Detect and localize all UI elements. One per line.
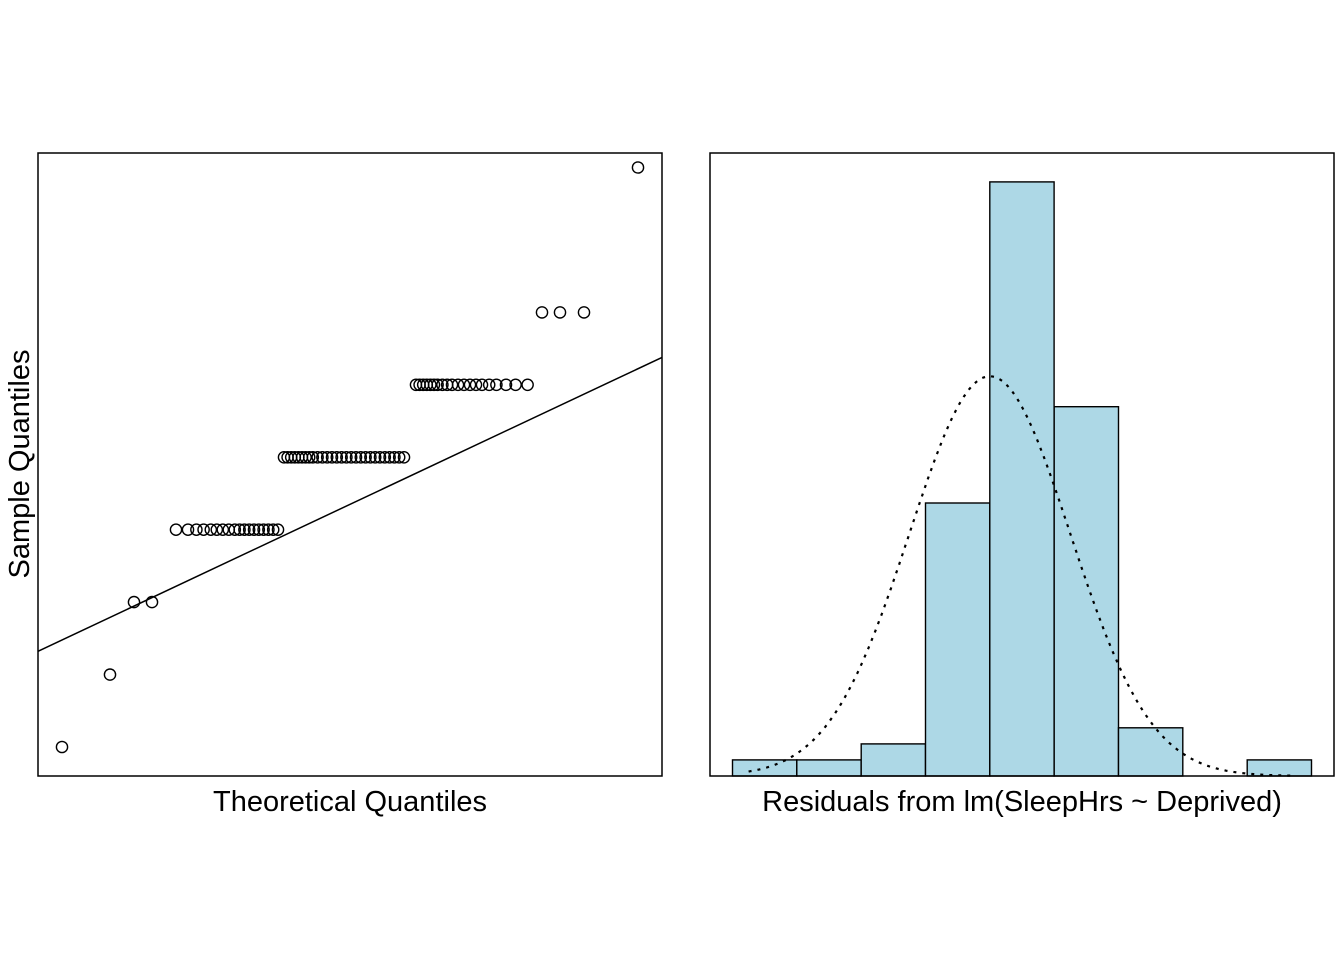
qq-points-group [55, 161, 645, 754]
qq-point [325, 450, 339, 464]
qq-point [320, 450, 334, 464]
qq-point [359, 450, 372, 464]
qq-x-axis-label: Theoretical Quantiles [213, 786, 487, 818]
qq-point [463, 378, 477, 392]
qq-point [373, 450, 387, 464]
histogram-bars-group [731, 181, 1313, 777]
qq-point [451, 378, 465, 392]
qq-point [378, 450, 392, 464]
qq-point [266, 523, 280, 537]
qq-point [631, 161, 645, 174]
qq-point [436, 378, 449, 392]
qq-point [127, 595, 141, 609]
qq-point [190, 523, 203, 537]
qq-point [216, 523, 230, 537]
qq-point [392, 450, 406, 464]
histogram-bar [796, 759, 862, 777]
qq-point [271, 523, 285, 537]
histogram-panel: Residuals from lm(SleepHrs ~ Deprived) [709, 152, 1335, 818]
qq-point [316, 450, 329, 464]
qq-point [383, 450, 396, 464]
qq-point [262, 523, 275, 537]
histogram-bar [731, 759, 798, 777]
qq-point [233, 523, 246, 537]
histogram-x-axis-label: Residuals from lm(SleepHrs ~ Deprived) [762, 786, 1282, 818]
qq-point [475, 378, 489, 392]
qq-reference-line [37, 356, 663, 652]
qq-point [349, 450, 363, 464]
qq-point [103, 668, 117, 681]
qq-point [299, 450, 312, 464]
qq-point [354, 450, 368, 464]
qq-point [204, 523, 218, 537]
qq-point [242, 523, 256, 537]
normal-density-curve [748, 375, 1296, 777]
qq-point [169, 523, 183, 537]
qq-point [445, 378, 459, 392]
qq-point [344, 450, 358, 464]
qq-point [509, 378, 522, 392]
qq-point [490, 378, 503, 392]
qq-point [210, 523, 224, 537]
histogram-bar [1053, 406, 1120, 777]
qq-point [482, 378, 496, 392]
qq-point [499, 378, 513, 392]
qq-plot-frame [37, 152, 663, 777]
histogram-bar [1117, 727, 1184, 777]
histogram-bar [989, 181, 1055, 777]
qq-point [311, 450, 324, 464]
qq-point [397, 450, 411, 464]
qq-point [330, 450, 344, 464]
qq-point [238, 523, 251, 537]
histogram-bar [924, 502, 991, 777]
histogram-frame [709, 152, 1335, 777]
qq-point [181, 523, 195, 537]
qq-point [427, 378, 441, 392]
qq-point [55, 740, 69, 754]
qq-point [340, 450, 353, 464]
qq-point [553, 306, 567, 319]
qq-point [145, 595, 159, 609]
qq-point [431, 378, 444, 392]
qq-point [577, 306, 591, 319]
qq-point [306, 450, 320, 464]
qq-point [388, 450, 401, 464]
qq-point [252, 523, 266, 537]
qq-point [364, 450, 377, 464]
qq-point [424, 378, 437, 392]
qq-y-axis-label: Sample Quantiles [4, 350, 36, 579]
qq-point [469, 378, 483, 392]
qq-point [247, 523, 261, 537]
histogram-bar [860, 743, 927, 777]
qq-point [197, 523, 210, 537]
qq-point [257, 523, 270, 537]
qq-point [228, 523, 242, 537]
histogram-bar [1246, 759, 1313, 777]
qq-plot-panel: Theoretical Quantiles Sample Quantiles [4, 152, 663, 818]
qq-point [302, 450, 316, 464]
qq-point [457, 378, 471, 392]
qq-point [368, 450, 382, 464]
qq-point [535, 306, 549, 319]
qq-point [335, 450, 348, 464]
qq-point [521, 378, 534, 392]
